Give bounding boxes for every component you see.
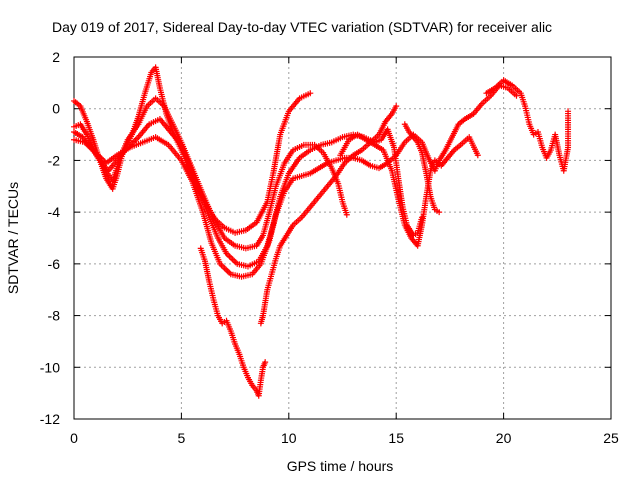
chart-title: Day 019 of 2017, Sidereal Day-to-day VTE… — [52, 19, 552, 35]
y-tick-label: -6 — [48, 256, 61, 272]
series-6 — [257, 103, 400, 327]
data-point-marker — [393, 103, 400, 110]
data-point-marker — [513, 92, 520, 99]
x-tick-label: 10 — [281, 430, 297, 446]
series-8 — [401, 121, 443, 216]
y-tick-label: -8 — [48, 308, 61, 324]
x-tick-label: 25 — [603, 430, 619, 446]
plot-frame — [73, 56, 612, 420]
data-point-marker — [474, 152, 481, 159]
x-tick-label: 5 — [178, 430, 186, 446]
y-tick-label: 2 — [52, 49, 60, 65]
y-tick-label: 0 — [52, 101, 60, 117]
series-9 — [483, 77, 572, 174]
x-tick-label: 20 — [496, 430, 512, 446]
y-axis-label: SDTVAR / TECUs — [5, 182, 21, 294]
data-point-marker — [343, 211, 350, 218]
y-tick-label: -2 — [48, 152, 61, 168]
data-point-marker — [262, 359, 269, 366]
data-point-marker — [565, 108, 572, 115]
data-point-marker — [418, 214, 425, 221]
series-7 — [337, 131, 481, 249]
y-tick-label: -4 — [48, 204, 61, 220]
series-4 — [71, 82, 520, 280]
x-axis-label: GPS time / hours — [287, 458, 394, 474]
data-point-marker — [436, 209, 443, 216]
y-tick-label: -10 — [40, 359, 60, 375]
y-tick-label: -12 — [40, 411, 60, 427]
x-tick-label: 15 — [388, 430, 404, 446]
data-points — [71, 64, 572, 399]
x-tick-label: 0 — [70, 430, 78, 446]
series-5 — [197, 245, 269, 399]
grid-lines — [74, 57, 611, 419]
data-point-marker — [307, 90, 314, 97]
